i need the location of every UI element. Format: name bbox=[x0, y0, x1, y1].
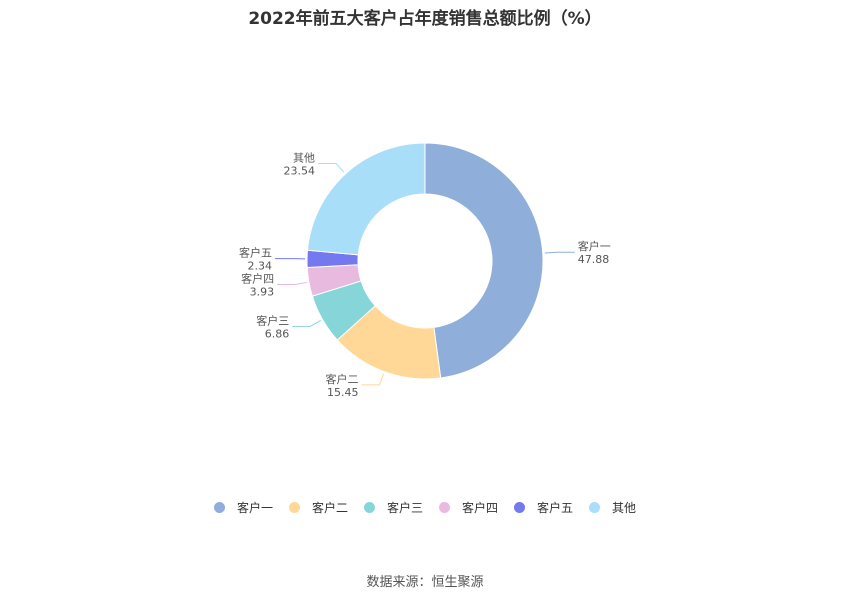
slice-label-value-3: 6.86 bbox=[265, 327, 290, 340]
legend-item-6[interactable]: 其他 bbox=[589, 499, 636, 516]
legend-item-1[interactable]: 客户一 bbox=[213, 499, 273, 516]
leader-line-4 bbox=[277, 281, 308, 285]
leader-line-6 bbox=[318, 162, 345, 173]
legend-swatch bbox=[213, 502, 225, 513]
slice-6[interactable] bbox=[306, 142, 426, 256]
legend-item-4[interactable]: 客户四 bbox=[439, 499, 498, 516]
leader-line-3 bbox=[292, 319, 321, 327]
slices-group bbox=[306, 142, 544, 380]
slice-label-name-3: 客户三 bbox=[256, 313, 289, 327]
slice-1[interactable] bbox=[424, 142, 544, 379]
slice-label-name-4: 客户四 bbox=[241, 271, 274, 285]
legend-label: 其他 bbox=[612, 501, 637, 515]
slice-label-value-5: 2.34 bbox=[248, 260, 273, 273]
legend-label: 客户二 bbox=[311, 501, 348, 515]
chart-legend: 客户一 客户二 客户三 客户四 客户五 其他 bbox=[0, 499, 850, 516]
slice-label-name-2: 客户二 bbox=[325, 372, 358, 386]
slice-label-name-5: 客户五 bbox=[239, 246, 272, 260]
legend-swatch bbox=[288, 502, 300, 513]
data-source-note: 数据来源：恒生聚源 bbox=[366, 575, 484, 590]
leader-line-1 bbox=[544, 251, 575, 254]
legend-swatch bbox=[514, 502, 526, 513]
slice-label-value-6: 23.54 bbox=[284, 164, 316, 177]
legend-label: 客户四 bbox=[462, 501, 499, 515]
leader-lines-group bbox=[275, 162, 575, 386]
leader-line-2 bbox=[361, 373, 385, 386]
slice-label-name-1: 客户一 bbox=[578, 239, 611, 253]
slice-label-value-4: 3.93 bbox=[250, 285, 275, 298]
legend-swatch bbox=[439, 502, 450, 513]
legend-item-3[interactable]: 客户三 bbox=[363, 499, 423, 516]
legend-item-2[interactable]: 客户二 bbox=[288, 499, 348, 516]
slice-label-value-2: 15.45 bbox=[327, 386, 359, 399]
chart-title: 2022年前五大客户占年度销售总额比例（%） bbox=[248, 9, 602, 29]
legend-swatch bbox=[363, 502, 375, 513]
slice-label-value-1: 47.88 bbox=[578, 253, 610, 266]
legend-item-5[interactable]: 客户五 bbox=[514, 499, 573, 516]
legend-swatch bbox=[589, 502, 601, 513]
legend-label: 客户三 bbox=[386, 501, 423, 515]
legend-label: 客户一 bbox=[236, 501, 273, 515]
legend-label: 客户五 bbox=[537, 501, 574, 515]
slice-label-name-6: 其他 bbox=[293, 151, 315, 164]
